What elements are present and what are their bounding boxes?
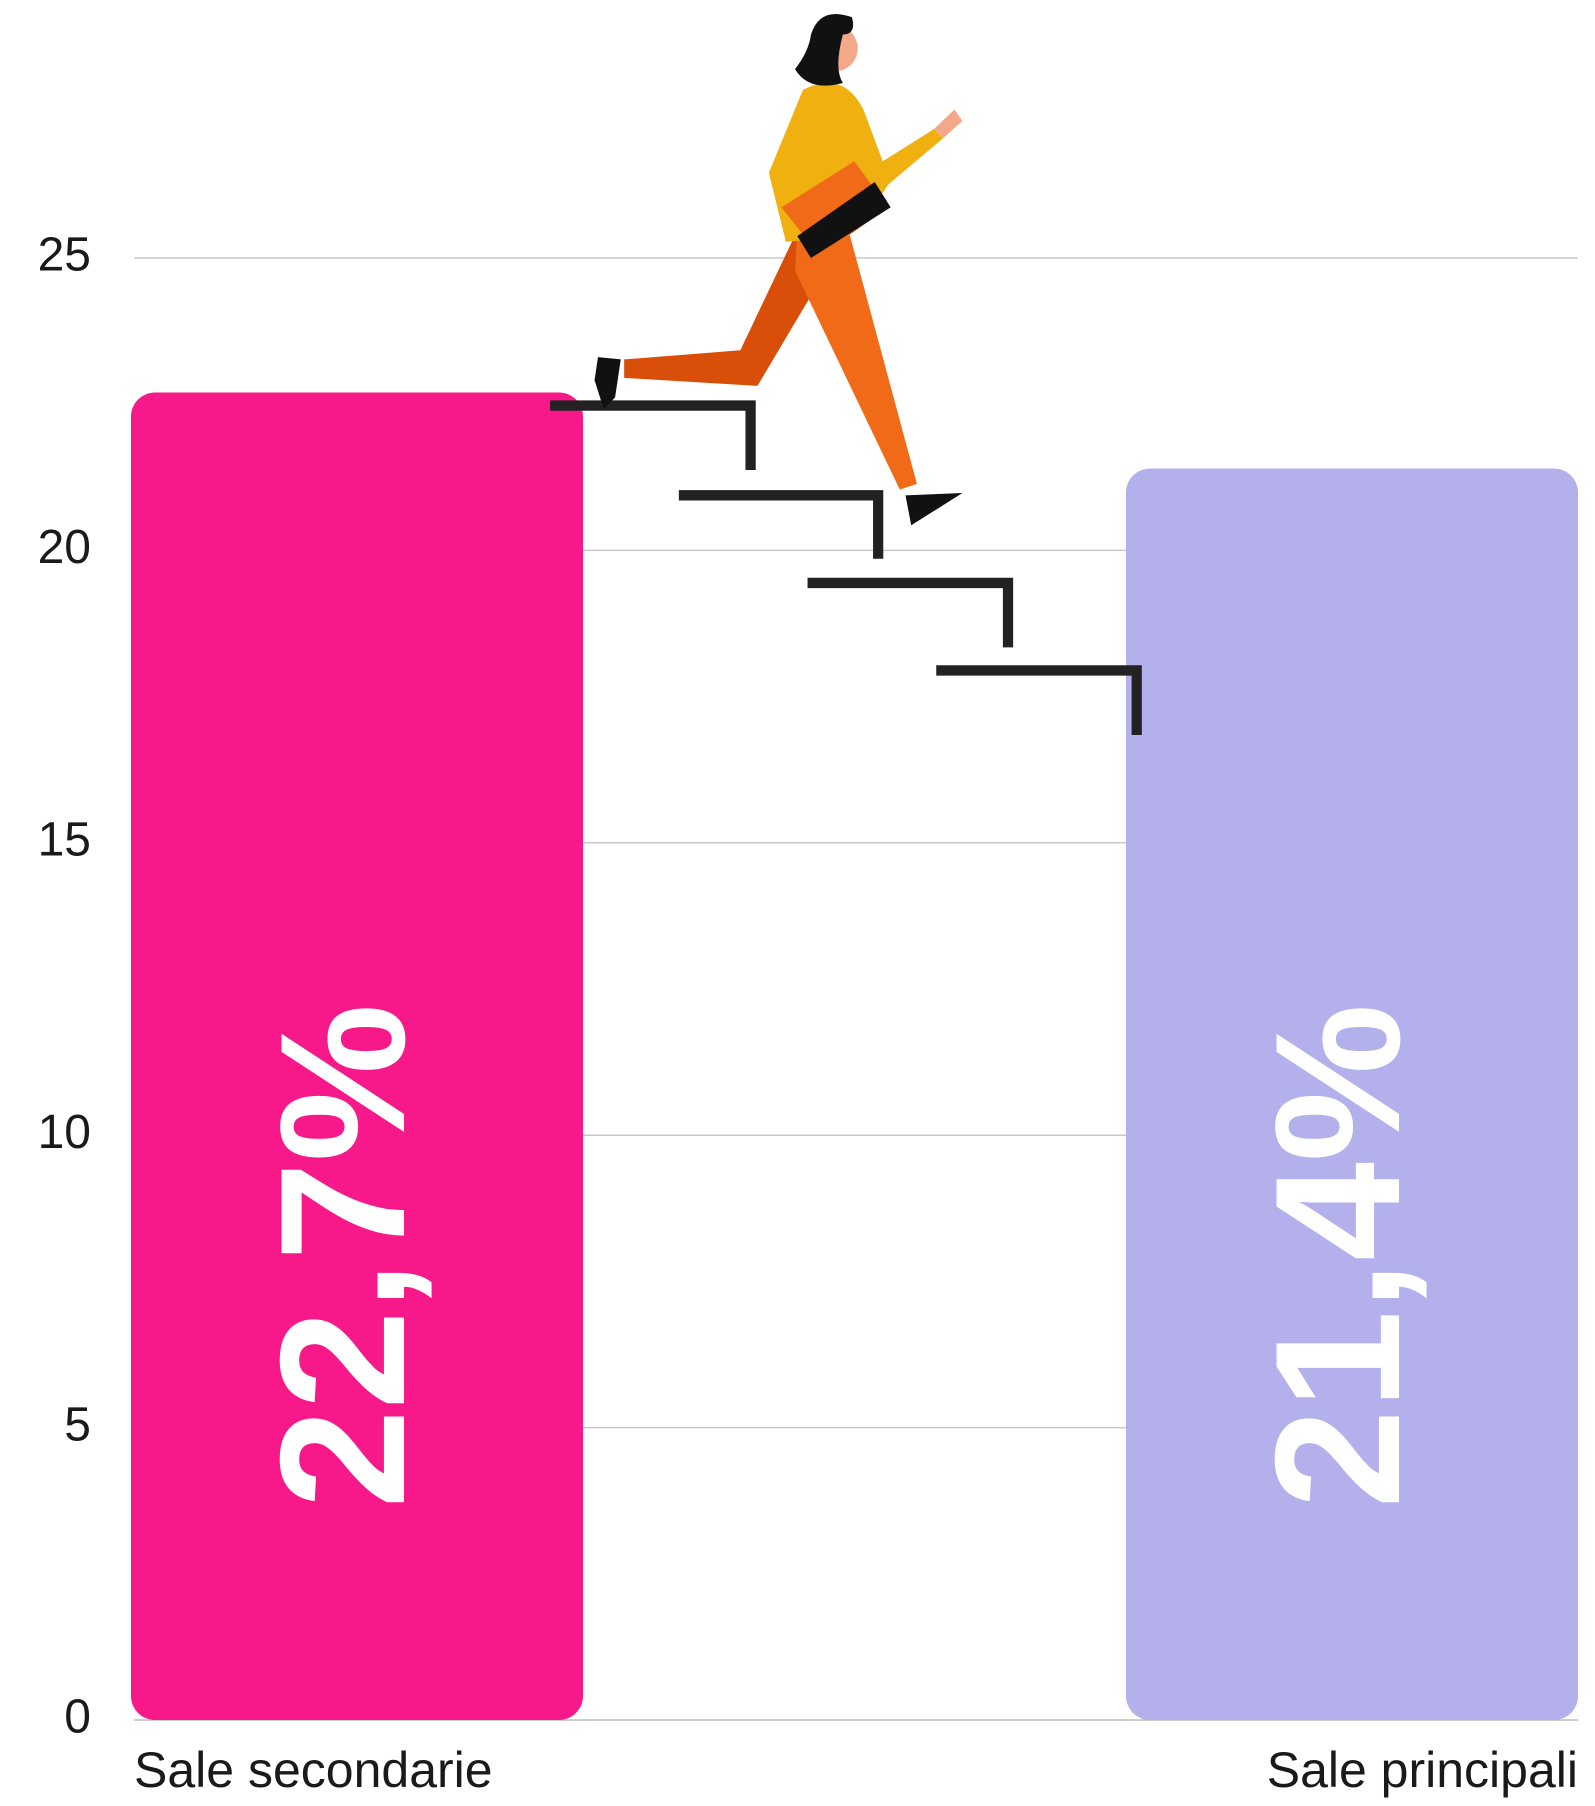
y-tick-label: 0 xyxy=(64,1691,91,1744)
person xyxy=(595,14,963,525)
illustration xyxy=(550,14,1137,735)
stair-step xyxy=(808,583,1008,648)
x-tick-label: Sale secondarie xyxy=(134,1742,493,1798)
y-tick-label: 10 xyxy=(38,1106,91,1159)
stair-step xyxy=(679,495,878,558)
chart: 0 5 10 15 20 25 Sale secondarie 22,7% Sale princ… xyxy=(0,0,1595,1806)
stairs xyxy=(550,406,1137,735)
y-tick-label: 20 xyxy=(38,521,91,574)
stair-step xyxy=(936,670,1136,735)
y-tick-label: 25 xyxy=(38,229,91,282)
value-label: 22,7% xyxy=(243,1004,442,1509)
y-tick-label: 15 xyxy=(38,813,91,866)
value-label: 21,4% xyxy=(1238,1004,1437,1509)
x-tick-label: Sale principali xyxy=(1267,1742,1578,1798)
y-tick-label: 5 xyxy=(64,1398,91,1451)
